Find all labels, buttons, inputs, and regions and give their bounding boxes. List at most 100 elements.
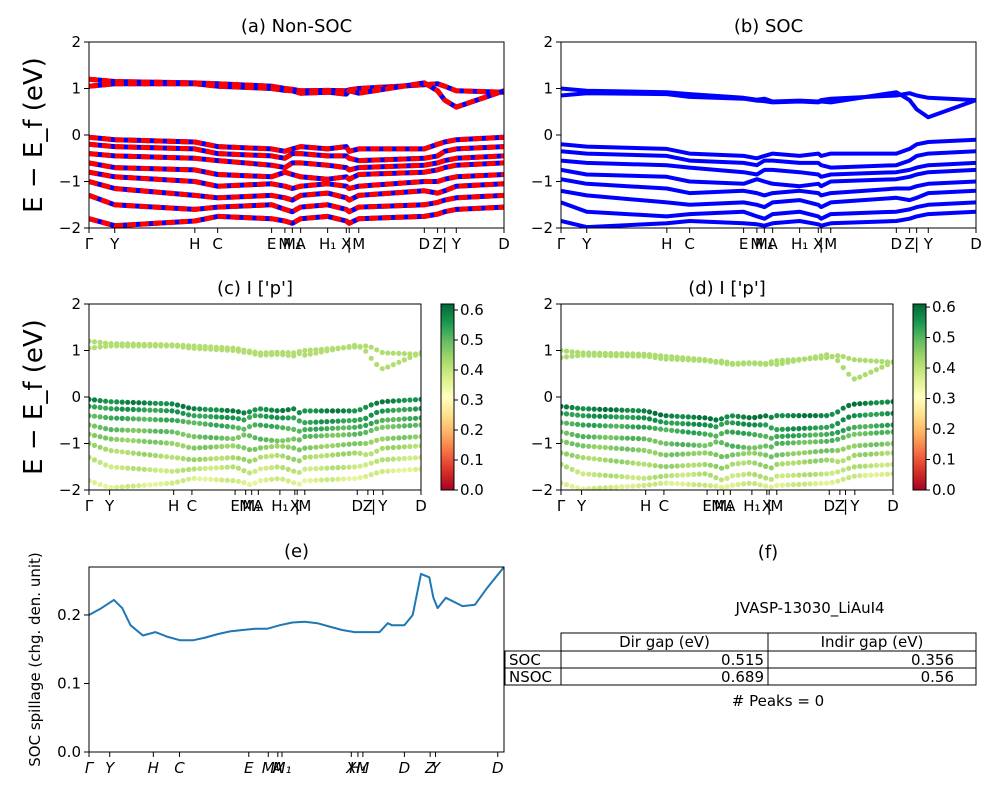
projected-point	[252, 480, 258, 486]
projected-point	[602, 485, 608, 490]
projected-point	[89, 396, 92, 402]
projected-point	[329, 452, 336, 458]
x-tick-label: H₁	[743, 497, 760, 515]
projected-point	[796, 357, 802, 363]
projected-point	[729, 482, 736, 488]
projected-point	[729, 473, 736, 479]
projected-point	[346, 425, 352, 431]
projected-point	[89, 338, 92, 344]
projected-point	[202, 434, 208, 440]
projected-point	[202, 476, 208, 482]
projected-point	[890, 440, 893, 447]
projected-point	[729, 452, 736, 458]
projected-point	[302, 433, 308, 440]
projected-point	[561, 450, 564, 456]
projected-point	[619, 353, 625, 359]
projected-point	[652, 481, 658, 487]
projected-point	[335, 418, 341, 424]
x-tick-label: D	[823, 497, 835, 515]
x-tick-label: A	[296, 235, 307, 253]
projected-point	[641, 424, 647, 430]
projected-point	[318, 477, 324, 483]
projected-point	[669, 473, 675, 479]
projected-point	[213, 465, 219, 471]
projected-point	[91, 339, 98, 345]
projected-point	[785, 482, 791, 488]
projected-point	[785, 451, 791, 457]
projected-point	[785, 433, 791, 439]
projected-point	[862, 372, 868, 378]
projected-point	[180, 344, 186, 350]
projected-point	[857, 401, 863, 407]
projected-point	[873, 400, 880, 406]
x-tick-label: |	[914, 235, 919, 253]
panel-title-d: (d) I ['p']	[688, 278, 766, 299]
projected-point	[561, 429, 564, 435]
projected-point	[174, 402, 181, 408]
projected-point	[340, 345, 347, 351]
projected-point	[608, 458, 614, 464]
projected-point	[752, 445, 758, 451]
projected-point	[652, 417, 658, 423]
x-tick-label: Z	[363, 497, 373, 515]
projected-point	[862, 431, 868, 437]
projected-point	[114, 436, 120, 442]
projected-point	[169, 408, 175, 414]
projected-point	[658, 463, 664, 469]
projected-point	[246, 414, 253, 420]
projected-point	[224, 435, 230, 441]
projected-point	[219, 443, 225, 450]
projected-point	[868, 400, 874, 406]
projected-point	[396, 444, 402, 450]
x-tick-label: M	[824, 235, 837, 253]
projected-point	[374, 426, 380, 432]
projected-point	[119, 484, 125, 490]
projected-point	[302, 445, 308, 451]
projected-point	[396, 416, 402, 422]
projected-point	[213, 444, 219, 450]
projected-point	[119, 406, 125, 412]
table-cell: 0.56	[921, 668, 954, 686]
projected-point	[208, 407, 214, 413]
projected-point	[352, 417, 358, 423]
projected-point	[136, 451, 142, 457]
projected-point	[718, 440, 725, 446]
projected-point	[658, 440, 664, 446]
projected-point	[374, 347, 380, 353]
projected-point	[197, 346, 203, 352]
x-tick-label: E	[244, 759, 254, 777]
projected-point	[379, 424, 385, 430]
projected-point	[313, 477, 319, 483]
projected-point	[580, 413, 586, 419]
projected-point	[401, 467, 407, 473]
projected-point	[757, 451, 763, 457]
projected-point	[213, 455, 219, 462]
projected-point	[890, 422, 893, 428]
projected-point	[707, 472, 714, 478]
y-tick-label: −2	[531, 481, 553, 499]
projected-point	[718, 431, 725, 437]
projected-point	[586, 434, 592, 440]
projected-point	[263, 406, 269, 413]
projected-point	[401, 416, 407, 422]
panel-title-b: (b) SOC	[734, 16, 803, 37]
projected-point	[724, 420, 730, 426]
projected-point	[108, 448, 114, 454]
projected-point	[169, 454, 175, 460]
projected-point	[591, 434, 597, 440]
projected-point	[103, 426, 109, 432]
projected-point	[591, 485, 597, 490]
projected-point	[868, 451, 874, 457]
projected-point	[857, 431, 863, 437]
projected-point	[613, 484, 619, 490]
projected-point	[180, 431, 186, 437]
projected-point	[158, 407, 164, 414]
projected-point	[884, 441, 891, 447]
projected-point	[346, 450, 352, 457]
projected-point	[768, 476, 774, 482]
x-tick-label: H	[148, 759, 159, 777]
projected-point	[735, 430, 741, 436]
projected-point	[130, 427, 136, 433]
projected-point	[608, 423, 614, 429]
x-tick-label: A	[768, 235, 779, 253]
